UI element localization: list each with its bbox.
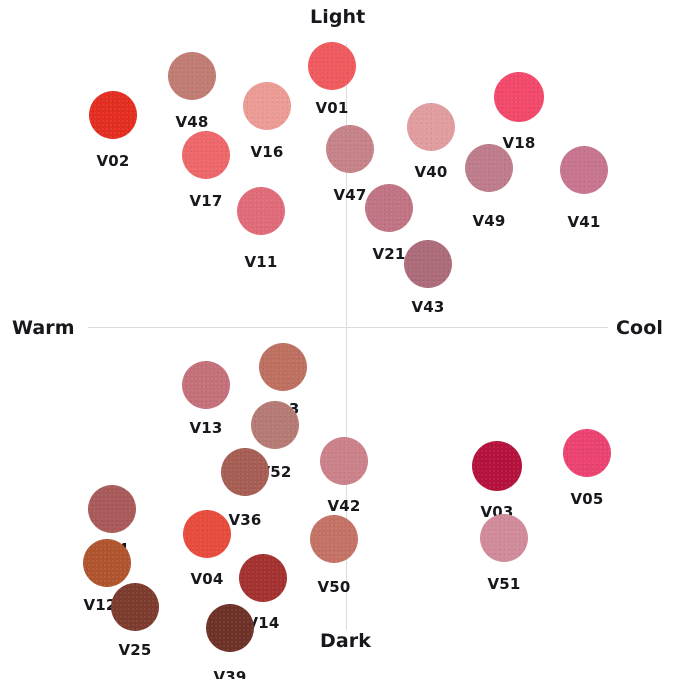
color-swatch-dot[interactable] [168,52,216,100]
color-swatch-dot[interactable] [83,539,131,587]
color-swatch-dot[interactable] [326,125,374,173]
horizontal-axis-line [88,327,608,328]
color-swatch-dot[interactable] [237,187,285,235]
axis-label-cool: Cool [616,317,663,339]
axis-label-dark: Dark [320,630,371,652]
swatch-label: V02 [96,152,130,170]
color-swatch-dot[interactable] [88,485,136,533]
color-swatch-dot[interactable] [465,144,513,192]
color-swatch-dot[interactable] [563,429,611,477]
color-swatch-dot[interactable] [183,510,231,558]
color-swatch-dot[interactable] [494,72,544,122]
swatch-label: V49 [472,212,506,230]
color-swatch-dot[interactable] [310,515,358,563]
color-swatch-dot[interactable] [472,441,522,491]
swatch-label: V05 [570,490,604,508]
swatch-label: V43 [411,298,445,316]
swatch-label: V40 [414,163,448,181]
color-swatch-dot[interactable] [111,583,159,631]
swatch-label: V51 [487,575,521,593]
swatch-label: V18 [502,134,536,152]
color-swatch-dot[interactable] [259,343,307,391]
color-swatch-dot[interactable] [251,401,299,449]
color-swatch-dot[interactable] [182,131,230,179]
swatch-label: V47 [333,186,367,204]
swatch-label: V11 [244,253,278,271]
swatch-label: V12 [83,596,117,614]
swatch-label: V21 [372,245,406,263]
axis-label-warm: Warm [12,317,75,339]
swatch-label: V04 [190,570,224,588]
axis-label-light: Light [310,6,366,28]
color-swatch-dot[interactable] [243,82,291,130]
swatch-label: V39 [213,668,247,679]
swatch-label: V50 [317,578,351,596]
color-swatch-dot[interactable] [239,554,287,602]
color-swatch-dot[interactable] [407,103,455,151]
color-swatch-dot[interactable] [308,42,356,90]
color-swatch-dot[interactable] [560,146,608,194]
color-swatch-dot[interactable] [404,240,452,288]
swatch-label: V41 [567,213,601,231]
color-swatch-dot[interactable] [480,514,528,562]
swatch-label: V16 [250,143,284,161]
swatch-label: V42 [327,497,361,515]
color-swatch-dot[interactable] [221,448,269,496]
swatch-label: V25 [118,641,152,659]
color-swatch-dot[interactable] [365,184,413,232]
swatch-label: V01 [315,99,349,117]
swatch-label: V14 [246,614,280,632]
swatch-label: V13 [189,419,223,437]
color-swatch-dot[interactable] [206,604,254,652]
color-swatch-dot[interactable] [182,361,230,409]
vertical-axis-line [346,44,347,630]
color-swatch-dot[interactable] [320,437,368,485]
swatch-label: V36 [228,511,262,529]
color-swatch-dot[interactable] [89,91,137,139]
swatch-label: V48 [175,113,209,131]
swatch-label: V17 [189,192,223,210]
